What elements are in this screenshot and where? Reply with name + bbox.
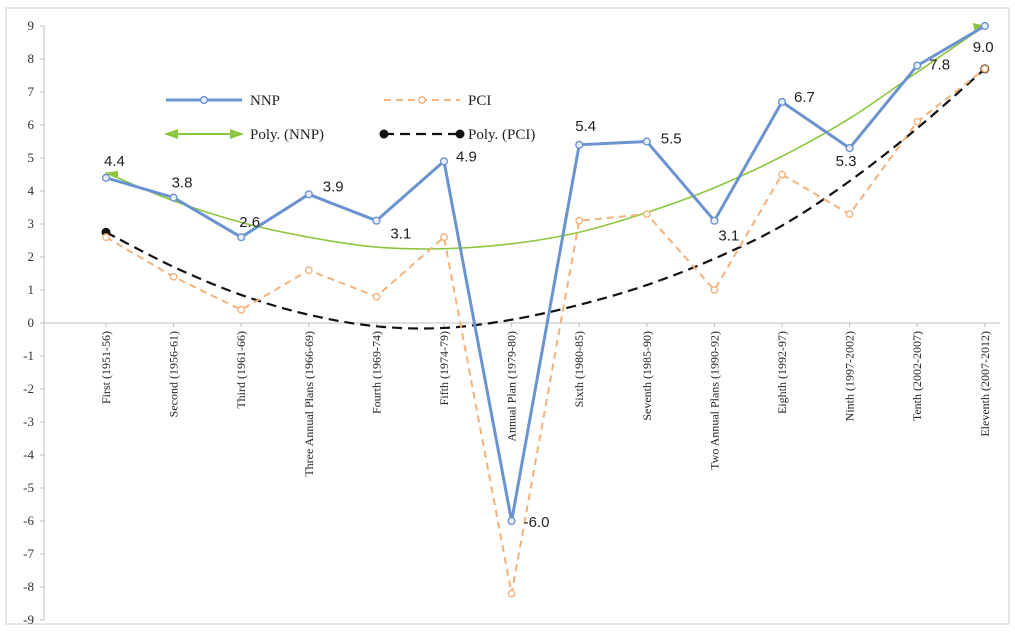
nnp-point — [913, 61, 922, 70]
pci-point — [778, 170, 786, 179]
nnp-data-label: 6.7 — [794, 89, 815, 106]
y-tick-label: -9 — [23, 612, 34, 627]
nnp-data-label: 9.0 — [973, 39, 994, 56]
y-tick-label: -7 — [23, 546, 34, 561]
x-tick-label: Sixth (1980-85) — [572, 331, 586, 407]
legend-label: NNP — [250, 93, 280, 109]
nnp-data-label: -6.0 — [524, 514, 550, 531]
y-tick-label: -8 — [23, 579, 34, 594]
legend-poly-pci-marker — [379, 129, 389, 139]
y-tick-label: 6 — [28, 117, 35, 132]
y-tick-label: 3 — [28, 216, 35, 231]
nnp-point — [845, 144, 854, 153]
legend-label: Poly. (NNP) — [250, 127, 324, 143]
nnp-point — [642, 137, 651, 146]
legend-poly-nnp-arrow — [164, 129, 178, 139]
y-tick-label: 4 — [28, 183, 35, 198]
x-tick-label: Seventh (1985-90) — [640, 331, 654, 421]
y-tick-label: -5 — [23, 480, 34, 495]
y-tick-label: 0 — [28, 315, 35, 330]
legend-pci-marker — [418, 96, 426, 104]
nnp-data-label: 5.4 — [575, 118, 596, 135]
nnp-point — [710, 216, 719, 225]
legend-label: Poly. (PCI) — [468, 127, 535, 143]
pci-point — [169, 272, 178, 281]
nnp-point — [507, 516, 516, 526]
series-nnp-line — [105, 24, 986, 522]
y-tick-label: 8 — [28, 51, 35, 66]
series-pci-line — [105, 68, 986, 594]
nnp-data-label: 5.3 — [836, 153, 857, 170]
x-tick-label: Eighth (1992-97) — [775, 331, 789, 414]
nnp-point — [980, 21, 989, 31]
y-tick-label: 1 — [28, 282, 35, 297]
x-tick-label: Fourth (1969-74) — [369, 331, 383, 414]
axes: 9 8 7 6 5 4 3 2 1 0 -1 -2 -3 -4 -5 -6 -7 -8 -9 First (1951-… — [23, 18, 1000, 627]
data-labels: 4.4 3.8 2.6 3.9 3.1 4.9 -6.0 5.4 5.5 3.1 6.7 5.3 7.8… — [104, 39, 994, 531]
nnp-point — [372, 216, 381, 225]
pci-point — [980, 65, 989, 73]
x-tick-label: Three Annual Plans (1966-69) — [302, 331, 316, 477]
nnp-data-label: 3.8 — [172, 175, 193, 192]
y-tick-label: 2 — [28, 249, 35, 264]
nnp-point — [169, 193, 178, 202]
y-tick-label: -3 — [23, 414, 34, 429]
y-tick-label: 9 — [28, 18, 35, 33]
series-layer — [101, 21, 990, 598]
pci-point — [102, 233, 110, 242]
nnp-data-label: 3.1 — [390, 226, 411, 243]
poly-nnp-arrow-start — [104, 170, 118, 178]
pci-point — [913, 117, 922, 126]
pci-point — [237, 305, 246, 314]
y-tick-label: 5 — [28, 150, 35, 165]
x-tick-label: Fifth (1974-79) — [437, 331, 451, 405]
pci-point — [304, 266, 313, 275]
nnp-data-label: 5.5 — [661, 131, 682, 148]
pci-point — [642, 210, 651, 219]
nnp-point — [439, 157, 449, 166]
legend-poly-nnp-arrow — [230, 129, 244, 139]
pci-point — [440, 233, 448, 242]
x-tick-label: Two Annual Plans (1990-92) — [707, 331, 721, 470]
x-tick-label: Annual Plan (1979-80) — [505, 331, 519, 442]
y-tick-label: -4 — [23, 447, 34, 462]
y-tick-label: 7 — [28, 84, 35, 99]
nnp-point — [101, 173, 111, 182]
nnp-data-label: 4.9 — [456, 148, 477, 165]
pci-point — [372, 292, 381, 301]
nnp-data-label: 7.8 — [929, 57, 950, 74]
pci-point — [845, 210, 854, 219]
x-tick-label: Ninth (1997-2002) — [843, 331, 857, 421]
y-tick-label: -6 — [23, 513, 34, 528]
nnp-data-label: 3.9 — [323, 178, 344, 195]
x-tick-label: Third (1961-66) — [234, 331, 248, 409]
legend-nnp-marker — [199, 95, 209, 105]
legend: NNP PCI Poly. (NNP) Poly. (PCI) — [164, 93, 535, 143]
series-poly-pci-line — [105, 68, 986, 330]
y-tick-label: -1 — [23, 348, 34, 363]
legend-label: PCI — [468, 93, 491, 109]
pci-point — [575, 216, 584, 225]
nnp-data-label: 4.4 — [104, 153, 125, 170]
series-poly-nnp-line — [105, 25, 986, 250]
y-tick-label: -2 — [23, 381, 34, 396]
nnp-point — [304, 190, 313, 199]
pci-point — [710, 286, 719, 294]
x-tick-label: Second (1956-61) — [167, 331, 181, 417]
nnp-point — [777, 97, 787, 107]
nnp-data-label: 3.1 — [718, 228, 739, 245]
nnp-data-label: 2.6 — [239, 214, 260, 231]
x-tick-label: First (1951-56) — [99, 331, 113, 404]
nnp-point — [575, 140, 584, 149]
pci-point — [507, 589, 516, 598]
x-tick-label: Tenth (2002-2007) — [910, 331, 924, 421]
plot-frame — [5, 7, 1010, 625]
x-tick-label: Eleventh (2007-2012) — [978, 331, 992, 437]
legend-poly-pci-marker — [455, 129, 465, 139]
nnp-point — [237, 233, 246, 242]
